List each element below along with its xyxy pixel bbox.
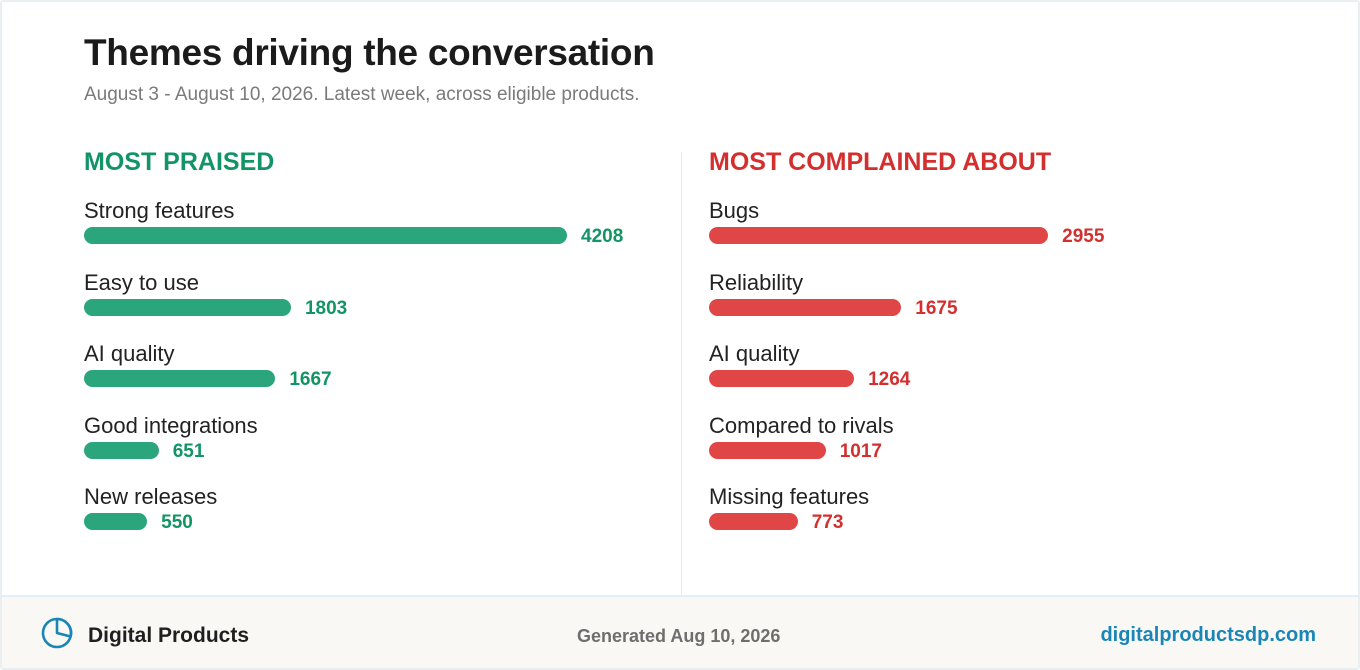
- column-divider: [681, 152, 682, 596]
- complained-category-label: Compared to rivals: [709, 412, 894, 438]
- page-title: Themes driving the conversation: [84, 32, 655, 73]
- complained-bar: [709, 370, 855, 387]
- complained-value-label: 1264: [868, 369, 911, 390]
- complained-value-label: 2955: [1062, 226, 1105, 247]
- page-subtitle: August 3 - August 10, 2026. Latest week,…: [84, 84, 640, 105]
- praised-bar: [84, 298, 291, 316]
- praised-bar: [84, 370, 276, 387]
- complained-heading: MOST COMPLAINED ABOUT: [709, 148, 1052, 176]
- complained-category-label: AI quality: [709, 341, 800, 366]
- brand-name: Digital Products: [88, 624, 250, 647]
- complained-bar: [709, 298, 902, 316]
- praised-value-label: 550: [161, 512, 193, 533]
- complained-category-label: Bugs: [709, 198, 760, 223]
- generated-date: Generated Aug 10, 2026: [577, 626, 781, 646]
- complained-value-label: 1017: [839, 440, 882, 462]
- complained-bar: [709, 513, 798, 530]
- praised-bar: [84, 441, 159, 459]
- complained-value-label: 773: [811, 512, 844, 533]
- complained-category-label: Reliability: [709, 269, 804, 295]
- praised-bar: [84, 513, 148, 530]
- praised-category-label: Good integrations: [84, 412, 258, 438]
- bar-charts: Strong features 4208 Easy to use 1803 AI qua…: [2, 2, 1360, 602]
- praised-value-label: 1803: [304, 297, 348, 319]
- praised-category-label: AI quality: [84, 341, 175, 366]
- site-link[interactable]: digitalproductsdp.com: [1100, 624, 1316, 646]
- praised-value-label: 651: [172, 440, 205, 462]
- praised-heading: MOST PRAISED: [84, 148, 275, 176]
- praised-value-label: 1667: [289, 369, 332, 390]
- praised-category-label: New releases: [84, 484, 218, 509]
- praised-bar: [84, 227, 567, 244]
- footer: Digital Products Generated Aug 10, 2026 …: [2, 595, 1358, 668]
- praised-category-label: Easy to use: [84, 269, 199, 295]
- complained-bar: [709, 227, 1049, 244]
- complained-bar: [709, 441, 826, 459]
- praised-category-label: Strong features: [84, 198, 235, 223]
- complained-value-label: 1675: [915, 297, 958, 319]
- complained-category-label: Missing features: [709, 484, 870, 509]
- praised-value-label: 4208: [581, 226, 624, 247]
- pie-chart-icon: [41, 617, 73, 649]
